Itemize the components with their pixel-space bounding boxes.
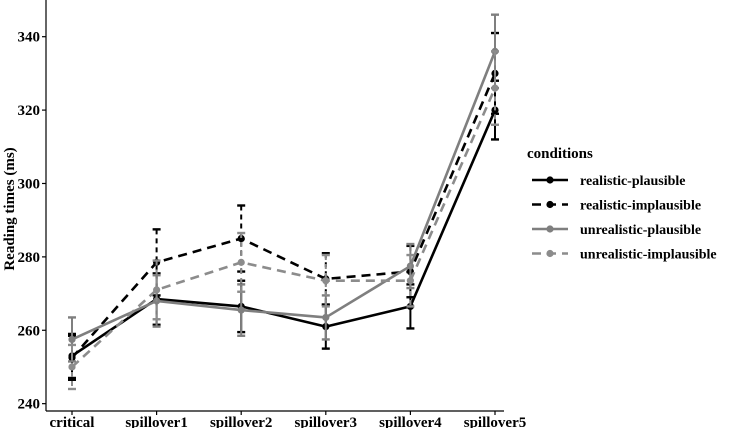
data-point: [237, 306, 245, 314]
legend: conditions realistic-plausible realistic-…: [527, 146, 717, 263]
x-tick-label: spillover3: [295, 415, 358, 428]
series-line: [71, 87, 497, 368]
legend-key-point: [546, 200, 554, 209]
x-tick-label: spillover5: [464, 415, 527, 428]
data-point: [491, 84, 499, 92]
series-line: [71, 50, 497, 341]
data-point: [322, 277, 330, 285]
data-point: [68, 363, 76, 371]
legend-label: unrealistic-plausible: [580, 223, 701, 238]
y-tick-label: 240: [18, 397, 41, 413]
axes: 240 260 280 300 320 340 critical spillover1 spil…: [18, 0, 527, 428]
y-tick-label: 280: [18, 250, 41, 266]
legend-item-unrealistic-plausible: unrealistic-plausible: [532, 223, 701, 238]
y-tick-label: 340: [18, 30, 41, 46]
data-point: [153, 286, 161, 294]
legend-key-point: [546, 249, 554, 258]
y-tick-label: 260: [18, 323, 41, 339]
x-tick-label: spillover2: [210, 415, 273, 428]
legend-label: unrealistic-implausible: [580, 248, 717, 263]
plot-area: [68, 13, 499, 391]
data-point: [237, 234, 245, 243]
legend-item-realistic-plausible: realistic-plausible: [532, 174, 686, 189]
data-point: [406, 277, 414, 285]
legend-key-point: [546, 225, 554, 233]
series-realistic-plausible: [68, 79, 499, 380]
data-point: [237, 258, 245, 266]
x-tick-label: critical: [50, 415, 95, 428]
data-point: [68, 335, 76, 344]
series-unrealistic-implausible: [68, 50, 499, 391]
series-unrealistic-plausible: [68, 13, 499, 363]
y-tick-label: 300: [18, 176, 41, 192]
legend-item-unrealistic-implausible: unrealistic-implausible: [532, 248, 717, 263]
series-line: [71, 72, 497, 359]
x-tick-label: spillover1: [125, 415, 188, 428]
legend-key-point: [546, 176, 554, 184]
x-tick-label: spillover4: [379, 415, 442, 428]
legend-item-realistic-implausible: realistic-implausible: [532, 199, 701, 214]
y-axis-title: Reading times (ms): [2, 147, 18, 270]
legend-label: realistic-implausible: [580, 199, 701, 214]
legend-title: conditions: [527, 146, 593, 162]
y-tick-label: 320: [18, 103, 41, 119]
legend-label: realistic-plausible: [580, 174, 686, 189]
data-point: [322, 313, 330, 322]
